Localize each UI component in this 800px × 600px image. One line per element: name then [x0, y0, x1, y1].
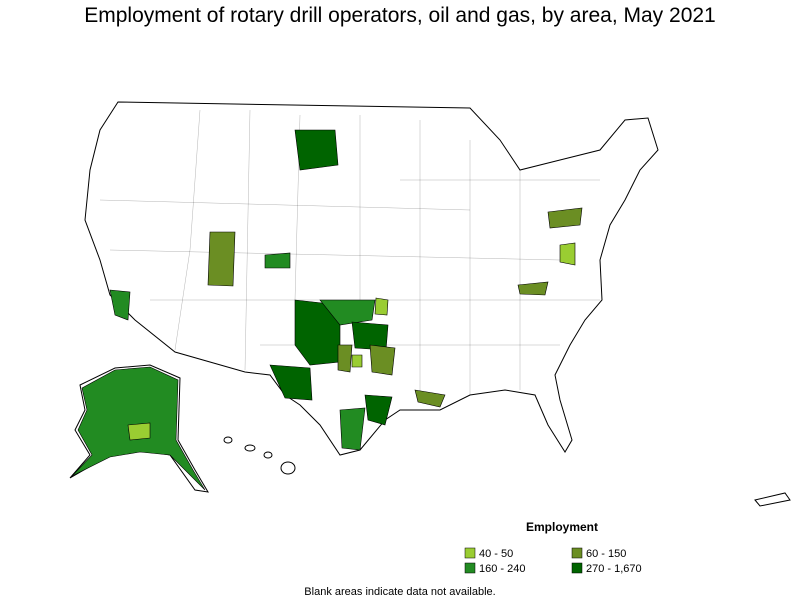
region: [264, 252, 291, 269]
region: [109, 289, 131, 321]
region: [559, 242, 576, 266]
footnote: Blank areas indicate data not available.: [304, 586, 495, 598]
region: [127, 422, 151, 441]
region: [319, 299, 376, 326]
region: [364, 394, 393, 426]
region: [294, 129, 339, 171]
hawaii: [223, 436, 296, 475]
region: [517, 281, 549, 296]
map: [69, 101, 791, 507]
legend: Employment 40 - 50 60 - 150 160 - 240 270 -…: [464, 520, 642, 575]
region: [414, 389, 446, 408]
legend-swatch: [571, 562, 583, 574]
region: [547, 207, 583, 229]
legend-swatch: [464, 562, 476, 574]
legend-title: Employment: [526, 520, 598, 534]
region: [269, 364, 313, 401]
map-title: Employment of rotary drill operators, oi…: [84, 4, 715, 27]
legend-swatch: [464, 547, 476, 559]
legend-swatch: [571, 547, 583, 559]
region: [339, 407, 366, 451]
region: [207, 231, 236, 287]
lower-48: [84, 101, 659, 456]
region: [369, 344, 396, 376]
region: [337, 344, 353, 373]
legend-label: 40 - 50: [479, 548, 513, 560]
region: [374, 297, 389, 316]
region: [351, 354, 363, 368]
legend-label: 60 - 150: [586, 548, 626, 560]
legend-label: 270 - 1,670: [586, 563, 642, 575]
puerto-rico: [754, 492, 791, 507]
legend-label: 160 - 240: [479, 563, 525, 575]
